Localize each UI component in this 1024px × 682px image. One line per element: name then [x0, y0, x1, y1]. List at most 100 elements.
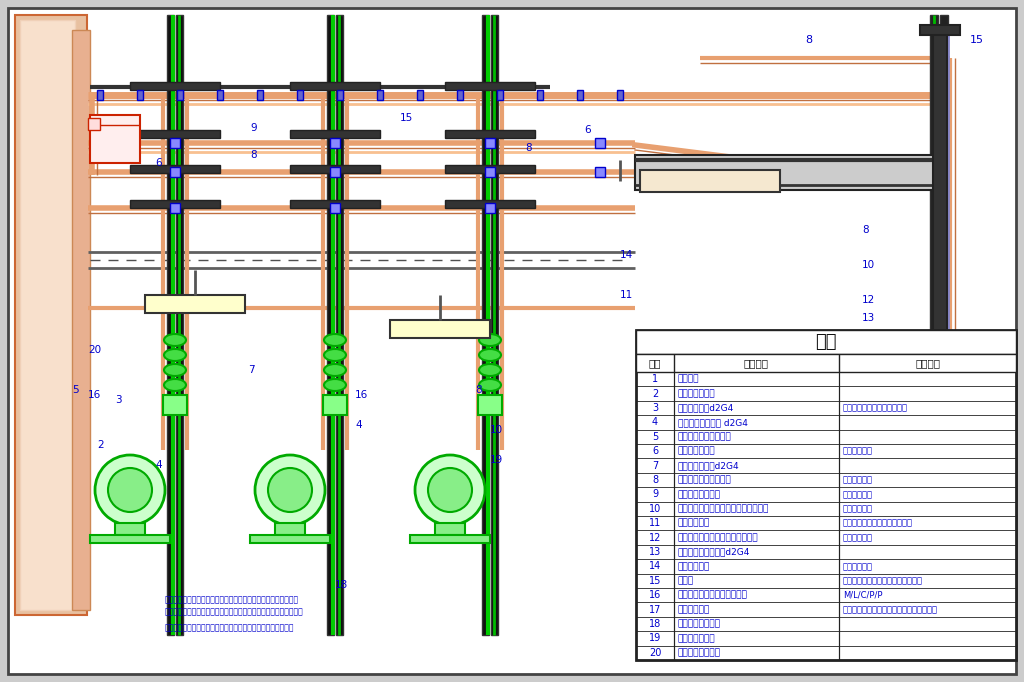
- Bar: [330, 167, 340, 177]
- Text: スタンション溶接制作品（市販品もあり）: スタンション溶接制作品（市販品もあり）: [843, 605, 938, 614]
- Text: 凡例: 凡例: [815, 333, 837, 351]
- Text: 3: 3: [115, 395, 122, 405]
- Bar: [940, 15, 948, 615]
- Text: 16: 16: [88, 390, 101, 400]
- Bar: [250, 535, 330, 543]
- Bar: [275, 523, 305, 535]
- Bar: [290, 165, 380, 173]
- Bar: [445, 130, 535, 138]
- Text: カップリング: カップリング: [678, 519, 711, 528]
- Bar: [15, 15, 87, 615]
- Bar: [390, 320, 490, 338]
- Text: 9: 9: [652, 490, 658, 499]
- Text: クランプサドル: クランプサドル: [678, 447, 716, 456]
- Bar: [97, 90, 103, 100]
- Bar: [595, 167, 605, 177]
- Bar: [337, 90, 343, 100]
- Bar: [490, 15, 498, 635]
- Text: 8: 8: [805, 35, 812, 45]
- Text: 記号: 記号: [649, 358, 662, 368]
- Text: 4: 4: [652, 417, 658, 428]
- Text: 18: 18: [649, 619, 662, 629]
- Bar: [410, 535, 490, 543]
- Bar: [636, 354, 1016, 372]
- Bar: [933, 30, 947, 640]
- Bar: [485, 167, 495, 177]
- Text: ケーブル工事から電線管工事: ケーブル工事から電線管工事: [843, 404, 908, 413]
- Bar: [145, 295, 245, 313]
- Text: ユニオンカップリング: ユニオンカップリング: [678, 475, 732, 484]
- Text: 施工はコンビナート工場防爆指針、消防他関連法規確認のこと: 施工はコンビナート工場防爆指針、消防他関連法規確認のこと: [165, 623, 295, 632]
- Text: ケーブル: ケーブル: [678, 374, 699, 384]
- Text: 耐圧防爆構造: 耐圧防爆構造: [843, 562, 873, 571]
- Bar: [417, 90, 423, 100]
- Bar: [90, 115, 140, 163]
- Text: 12: 12: [862, 295, 876, 305]
- Bar: [482, 15, 489, 635]
- Text: 6: 6: [652, 446, 658, 456]
- Bar: [445, 165, 535, 173]
- Bar: [330, 138, 340, 148]
- Text: 耐圧防爆構造: 耐圧防爆構造: [843, 533, 873, 542]
- Text: 17: 17: [649, 605, 662, 614]
- Ellipse shape: [164, 349, 186, 361]
- Text: 配管接続部はネジ切部は防錆処理及び耐硬化性材で防湿すること: 配管接続部はネジ切部は防錆処理及び耐硬化性材で防湿すること: [165, 595, 299, 604]
- Text: レジューサー: レジューサー: [678, 562, 711, 571]
- Bar: [918, 635, 962, 643]
- Ellipse shape: [324, 334, 346, 346]
- Text: リミットスイッチ: リミットスイッチ: [678, 649, 721, 657]
- Text: シーリングフィッティング　ドレン形: シーリングフィッティング ドレン形: [678, 504, 769, 514]
- Bar: [130, 130, 220, 138]
- Bar: [640, 170, 780, 192]
- Text: 13: 13: [862, 313, 876, 323]
- Circle shape: [95, 455, 165, 525]
- Text: 防爆形コントロールスイッチ: 防爆形コントロールスイッチ: [678, 591, 748, 599]
- Bar: [170, 138, 180, 148]
- Text: 11: 11: [649, 518, 662, 528]
- Ellipse shape: [324, 349, 346, 361]
- Bar: [130, 82, 220, 90]
- Text: 耐圧防爆形電動機: 耐圧防爆形電動機: [678, 619, 721, 629]
- Ellipse shape: [913, 634, 967, 644]
- Text: 15: 15: [649, 576, 662, 586]
- Text: 2: 2: [652, 389, 658, 398]
- Text: 10: 10: [490, 425, 503, 435]
- Text: ケーブルダクト: ケーブルダクト: [678, 389, 716, 398]
- Ellipse shape: [164, 379, 186, 391]
- Text: 19: 19: [490, 455, 503, 465]
- Text: 16: 16: [649, 590, 662, 600]
- Text: 3: 3: [652, 403, 658, 413]
- Bar: [485, 203, 495, 213]
- Bar: [323, 395, 347, 415]
- Bar: [457, 90, 463, 100]
- Circle shape: [108, 468, 152, 512]
- Text: 10: 10: [862, 260, 876, 270]
- Text: 機器などの接合面は耐硬化性の液状ガスケット等でシールすること: 機器などの接合面は耐硬化性の液状ガスケット等でシールすること: [165, 608, 304, 617]
- Bar: [595, 138, 605, 148]
- Text: 耐圧防爆構造: 耐圧防爆構造: [843, 475, 873, 484]
- Bar: [636, 330, 1016, 660]
- Bar: [435, 523, 465, 535]
- Bar: [20, 20, 75, 610]
- Text: 11: 11: [620, 290, 633, 300]
- Ellipse shape: [324, 379, 346, 391]
- Text: 13: 13: [649, 547, 662, 557]
- Bar: [617, 90, 623, 100]
- Bar: [170, 203, 180, 213]
- Text: 片方に締付用ロックナット取付: 片方に締付用ロックナット取付: [843, 519, 913, 528]
- Text: 4: 4: [355, 420, 361, 430]
- Bar: [336, 15, 343, 635]
- Bar: [478, 395, 502, 415]
- Text: 10: 10: [649, 504, 662, 514]
- Bar: [577, 90, 583, 100]
- Bar: [537, 90, 543, 100]
- Circle shape: [255, 455, 325, 525]
- Text: 8: 8: [652, 475, 658, 485]
- Text: 6: 6: [155, 158, 162, 168]
- Text: 14: 14: [649, 561, 662, 572]
- Bar: [330, 203, 340, 213]
- Text: 14: 14: [620, 250, 633, 260]
- Text: 15: 15: [400, 113, 414, 123]
- Bar: [290, 130, 380, 138]
- Text: 5: 5: [72, 385, 79, 395]
